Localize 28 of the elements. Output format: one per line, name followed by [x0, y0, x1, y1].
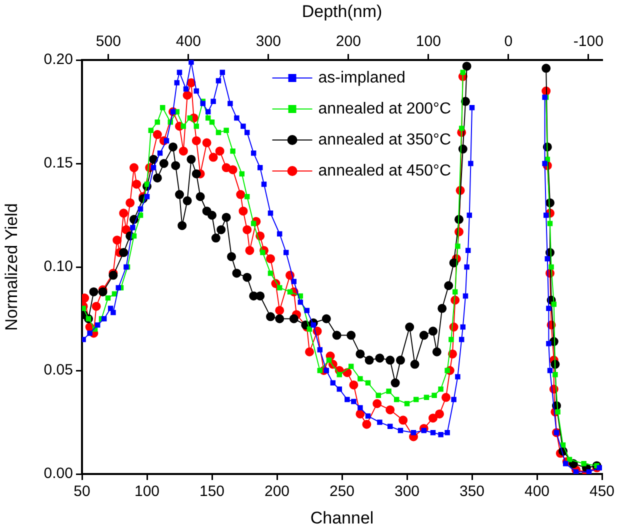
legend-label: annealed at 350°C [318, 131, 452, 148]
x-tick-label: 250 [329, 483, 355, 500]
legend-label: annealed at 450°C [318, 162, 452, 180]
x2-tick-label: 0 [504, 33, 513, 50]
x-tick-label: 50 [74, 483, 90, 500]
x2-tick-label: -100 [573, 33, 604, 50]
x-tick-label: 450 [589, 483, 615, 500]
y-tick-label: 0.00 [44, 465, 73, 482]
x-tick-label: 300 [394, 483, 420, 500]
x2-tick-label: 300 [256, 33, 281, 50]
x-axis-title: Channel [310, 508, 374, 528]
y-tick-label: 0.10 [44, 258, 73, 276]
x-tick-label: 100 [134, 483, 160, 500]
y-tick-label: 0.15 [44, 154, 73, 172]
x-tick-label: 150 [199, 483, 225, 500]
x-tick-label: 200 [264, 483, 290, 500]
legend-label: as-implaned [318, 69, 406, 86]
legend-label: annealed at 200°C [318, 100, 452, 118]
x2-axis-title: Depth(nm) [302, 2, 382, 21]
x2-tick-label: 400 [176, 33, 201, 50]
x-tick-label: 350 [459, 483, 485, 500]
x2-tick-label: 500 [96, 33, 121, 50]
x2-tick-label: 100 [416, 33, 441, 50]
y-tick-label: 0.05 [44, 362, 73, 379]
x-tick-label: 400 [524, 483, 550, 500]
x2-tick-label: 200 [336, 33, 361, 50]
y-axis-title: Normalized Yield [2, 203, 21, 331]
y-tick-label: 0.20 [44, 51, 73, 68]
